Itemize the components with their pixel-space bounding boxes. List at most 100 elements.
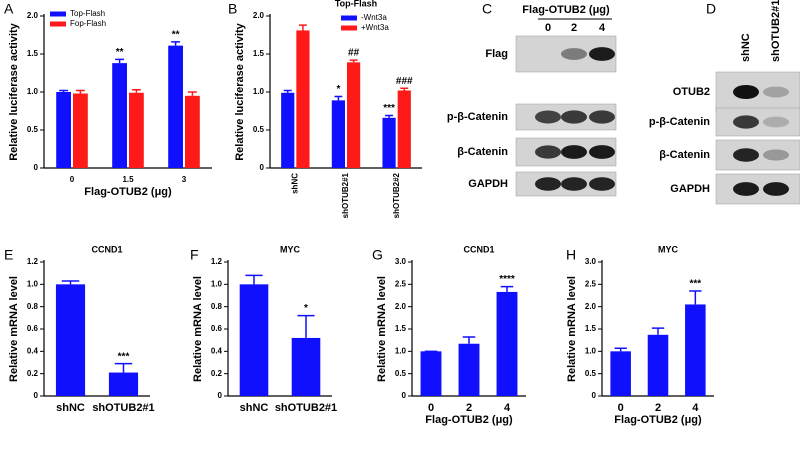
- y-tick-label: 2.0: [395, 302, 407, 311]
- bar: [397, 90, 411, 168]
- annotation: ***: [383, 103, 395, 114]
- annotation: *: [336, 84, 340, 95]
- bar: [56, 92, 71, 168]
- bar: [291, 337, 321, 396]
- y-axis-label: Relative mRNA level: [376, 276, 388, 382]
- lane-label: 0: [545, 22, 551, 34]
- bar: [647, 334, 669, 396]
- blot-band: [763, 116, 789, 128]
- annotation: *: [304, 303, 308, 314]
- y-tick-label: 0.5: [253, 125, 265, 134]
- panel-letter: F: [190, 247, 199, 263]
- x-tick-label: 2: [655, 402, 661, 414]
- error-bar: [59, 89, 69, 92]
- y-tick-label: 0.4: [27, 346, 39, 355]
- bar: [281, 92, 295, 168]
- blot-band: [589, 145, 615, 159]
- y-tick-label: 3.0: [395, 257, 407, 266]
- blot-band: [733, 148, 759, 162]
- y-tick-label: 3.0: [585, 257, 597, 266]
- error-bar: [114, 362, 133, 373]
- legend-label: -Wnt3a: [361, 13, 387, 22]
- panel-letter: G: [372, 247, 383, 263]
- bar: [420, 351, 442, 396]
- blot-band: [561, 145, 587, 159]
- y-tick-label: 0.8: [211, 302, 223, 311]
- x-tick-label: shOTUB2#2: [392, 172, 401, 218]
- x-tick-label: 1.5: [122, 175, 134, 184]
- blot-band: [733, 85, 759, 99]
- error-bar: [298, 24, 307, 31]
- y-axis-label: Relative mRNA level: [192, 276, 204, 382]
- x-tick-label: 2: [466, 402, 472, 414]
- error-bar: [400, 87, 409, 91]
- bar: [73, 93, 88, 168]
- x-tick-label: shNC: [56, 402, 85, 414]
- y-tick-label: 0.6: [27, 324, 39, 333]
- y-tick-label: 1.5: [585, 324, 597, 333]
- y-tick-label: 1.0: [27, 279, 39, 288]
- blot-band: [561, 48, 587, 60]
- error-bar: [131, 88, 141, 93]
- error-bar: [689, 290, 702, 305]
- y-tick-label: 1.5: [253, 49, 265, 58]
- lane-label: shNC: [740, 33, 752, 62]
- chart-title: CCND1: [463, 244, 494, 254]
- y-tick-label: 0: [402, 391, 407, 400]
- blot-row-label: β-Catenin: [457, 146, 508, 158]
- chart-title: MYC: [280, 244, 301, 254]
- error-bar: [462, 336, 476, 344]
- lane-label: shOTUB2#1: [770, 0, 782, 62]
- bar: [347, 62, 361, 168]
- y-tick-label: 1.0: [211, 279, 223, 288]
- annotation: ****: [499, 274, 515, 285]
- y-tick-label: 0.5: [585, 369, 597, 378]
- y-tick-label: 2.0: [27, 11, 39, 20]
- bar: [239, 284, 269, 396]
- blot-band: [535, 177, 561, 191]
- y-tick-label: 1.0: [253, 87, 265, 96]
- error-bar: [334, 95, 343, 101]
- blot-title: Flag-OTUB2 (μg): [522, 4, 610, 16]
- blot-band: [535, 110, 561, 124]
- y-tick-label: 1.5: [27, 49, 39, 58]
- y-tick-label: 0: [34, 163, 39, 172]
- legend-label: Top-Flash: [70, 9, 105, 18]
- blot-band: [589, 177, 615, 191]
- panel-letter: D: [706, 1, 716, 17]
- x-tick-label: shOTUB2#1: [341, 172, 350, 218]
- error-bar: [614, 347, 627, 352]
- chart-title: MYC: [658, 244, 679, 254]
- error-bar: [297, 314, 315, 338]
- chart-title: Top-Flash: [335, 0, 377, 8]
- bar: [55, 284, 86, 396]
- lane-label: 4: [599, 22, 606, 34]
- blot-row-label: β-Catenin: [659, 149, 710, 161]
- error-bar: [500, 285, 514, 292]
- bar: [129, 92, 144, 168]
- y-tick-label: 2.0: [253, 11, 265, 20]
- y-axis-label: Relative mRNA level: [566, 276, 578, 382]
- y-tick-label: 0.2: [27, 369, 39, 378]
- legend-swatch: [50, 21, 66, 27]
- bar: [685, 304, 706, 396]
- y-tick-label: 0.5: [395, 369, 407, 378]
- bar: [331, 100, 345, 168]
- panel-letter: C: [482, 1, 492, 17]
- legend-swatch: [341, 25, 357, 31]
- blot-band: [535, 145, 561, 159]
- y-tick-label: 0: [592, 391, 597, 400]
- x-tick-label: shOTUB2#1: [92, 402, 154, 414]
- x-tick-label: 4: [504, 402, 511, 414]
- x-tick-label: 4: [692, 402, 699, 414]
- blot-band: [733, 115, 759, 129]
- y-tick-label: 0.5: [27, 125, 39, 134]
- blot-row-label: OTUB2: [673, 86, 710, 98]
- x-axis-label: Flag-OTUB2 (μg): [425, 414, 513, 426]
- x-tick-label: 3: [182, 175, 187, 184]
- y-tick-label: 0.8: [27, 302, 39, 311]
- chart-title: CCND1: [91, 244, 122, 254]
- x-axis-label: Flag-OTUB2 (μg): [84, 186, 172, 198]
- error-bar: [171, 41, 181, 46]
